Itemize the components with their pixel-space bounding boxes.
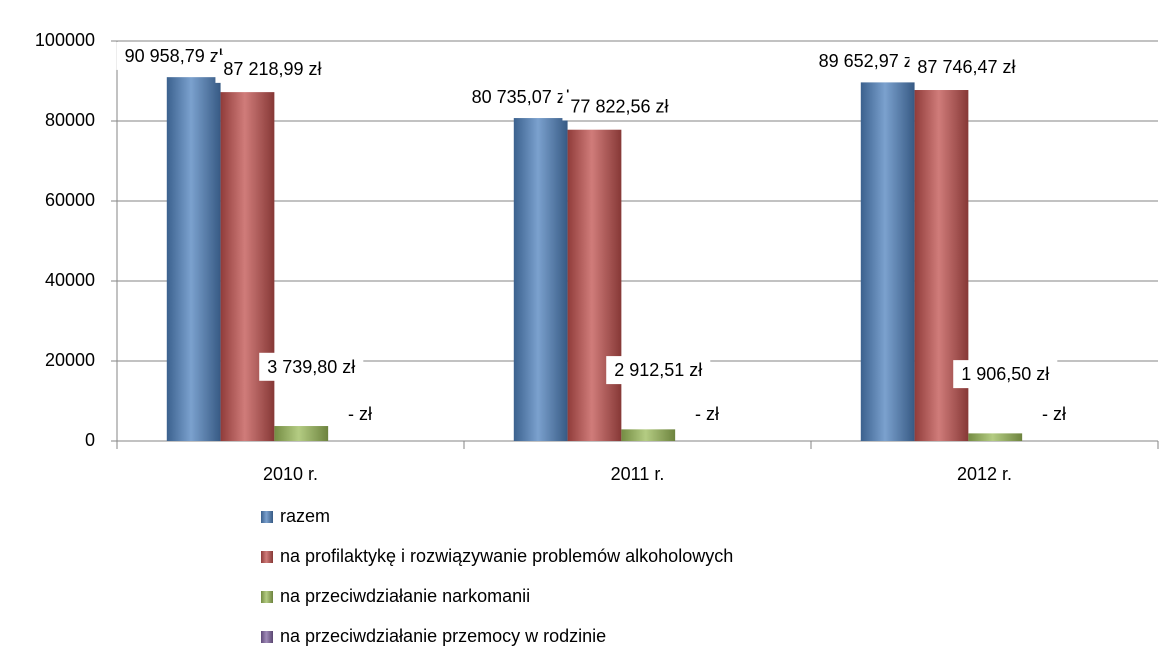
data-label: 3 739,80 zł	[267, 357, 355, 377]
data-label: 77 822,56 zł	[570, 96, 668, 116]
data-label-background	[1034, 399, 1075, 428]
bar	[860, 82, 915, 441]
y-tick-label: 80000	[45, 110, 95, 130]
bar	[621, 429, 676, 441]
bar	[914, 90, 969, 441]
data-label-background	[606, 356, 711, 385]
bar	[513, 118, 568, 441]
y-tick-label: 40000	[45, 270, 95, 290]
legend-swatch	[261, 631, 273, 643]
data-label-background	[463, 82, 578, 111]
legend-label: na przeciwdziałanie przemocy w rodzinie	[280, 626, 606, 646]
legend-label: na przeciwdziałanie narkomanii	[280, 586, 530, 606]
y-tick-label: 0	[85, 430, 95, 450]
data-label: 80 735,07 zł	[472, 87, 570, 107]
y-tick-label: 100000	[35, 30, 95, 50]
legend-swatch	[261, 551, 273, 563]
data-label: - zł	[348, 404, 372, 424]
y-tick-label: 20000	[45, 350, 95, 370]
data-label-background	[953, 360, 1058, 389]
data-label: 87 746,47 zł	[917, 57, 1015, 77]
data-label-background	[340, 399, 381, 428]
bar	[220, 92, 275, 442]
data-label: - zł	[695, 404, 719, 424]
x-tick-label: 2011 r.	[611, 464, 665, 484]
x-tick-label: 2010 r.	[263, 464, 318, 484]
x-tick-label: 2012 r.	[957, 464, 1012, 484]
data-label-background	[562, 92, 677, 121]
legend-swatch	[261, 511, 273, 523]
data-label-background	[909, 52, 1024, 81]
bar	[274, 426, 329, 441]
data-label-background	[687, 399, 728, 428]
bar	[166, 77, 221, 441]
legend-label: razem	[280, 506, 330, 526]
data-label-background	[215, 54, 330, 83]
data-label-background	[259, 352, 364, 381]
data-label: 1 906,50 zł	[961, 364, 1049, 384]
bar	[968, 433, 1023, 441]
data-label: 90 958,79 zł	[125, 46, 223, 66]
data-label-background	[116, 41, 231, 70]
data-label: 2 912,51 zł	[614, 360, 702, 380]
data-label: 89 652,97 zł	[819, 51, 917, 71]
data-label-background	[810, 47, 925, 76]
y-tick-label: 60000	[45, 190, 95, 210]
legend-swatch	[261, 591, 273, 603]
data-label: - zł	[1042, 404, 1066, 424]
bar	[567, 129, 622, 441]
data-label: 87 218,99 zł	[223, 59, 321, 79]
legend-label: na profilaktykę i rozwiązywanie problemó…	[280, 546, 733, 566]
